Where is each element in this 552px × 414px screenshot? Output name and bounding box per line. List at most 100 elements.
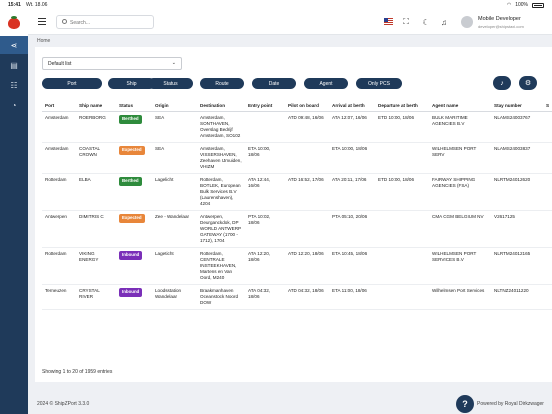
table-row[interactable]: Antwerpen DIMITRIS C Expected Zee - Wandela…: [42, 210, 552, 248]
breadcrumb[interactable]: Home: [37, 38, 51, 44]
cell-ship: COASTAL CROWN: [76, 142, 116, 174]
cell-status: Berthed: [116, 173, 152, 211]
cell-destination: Amsterdam, SONTHAVEN, Overslag Bedrijf A…: [197, 111, 245, 143]
cell-port: Rotterdam: [42, 173, 76, 211]
powered-by: Powered by Royal Dirkzwager: [477, 401, 544, 407]
cell-agent: WILHELMSEN PORT SERVICES B.V: [429, 247, 491, 285]
column-header[interactable]: Stay number: [491, 100, 543, 112]
cell-status: Inbound: [116, 247, 152, 285]
cell-pilot: ATD 04:32, 18/06: [285, 284, 329, 310]
battery-label: 100%: [515, 2, 528, 8]
column-header[interactable]: Entry point: [245, 100, 285, 112]
status-badge: Inbound: [119, 250, 143, 260]
sidebar-item-notifications[interactable]: ◔: [0, 96, 28, 114]
bell-icon: ◔: [11, 100, 17, 110]
ships-table-wrapper[interactable]: Port Ship name Status Origin Destination Entr…: [42, 100, 552, 364]
table-row[interactable]: Amsterdam ROERBORG Berthed SEA Amsterdam, SO…: [42, 111, 552, 143]
logo[interactable]: [0, 10, 28, 36]
filter-status-button[interactable]: Status: [148, 78, 193, 89]
cell-agent: BULK MARITIME AGENCIES B.V: [429, 111, 491, 143]
us-flag-icon[interactable]: [384, 18, 393, 25]
cell-ship: VIKING ENERGY: [76, 247, 116, 285]
status-badge: Expected: [119, 213, 145, 223]
table-row[interactable]: Rotterdam ELBA Berthed Lagelicht Rotterdam, …: [42, 173, 552, 211]
column-header[interactable]: Agent name: [429, 100, 491, 112]
filter-only-pcs-button[interactable]: Only PCS: [356, 78, 402, 89]
column-header[interactable]: Arrival at berth: [329, 100, 375, 112]
main-card: Default list ⌄ Port Ship Status Route Da…: [35, 47, 552, 382]
fullscreen-icon[interactable]: ⛶: [403, 17, 409, 26]
status-right: ◠ 100%: [507, 2, 544, 8]
cell-destination: Antwerpen, Deurganckdok, DP WORLD ANTWER…: [197, 210, 245, 248]
list-select-value: Default list: [48, 61, 72, 67]
settings-button[interactable]: ⚙: [519, 76, 537, 90]
pagination-info: Showing 1 to 20 of 1959 entries: [42, 369, 113, 375]
cell-arrival: ETA 11:00, 18/06: [329, 284, 375, 310]
cell-entry: [245, 111, 285, 143]
cell-arrival: ATA 12:07, 16/06: [329, 111, 375, 143]
column-header[interactable]: S: [543, 100, 552, 112]
cell-ship: DIMITRIS C: [76, 210, 116, 248]
cell-stay: NLRTM24012620: [491, 173, 543, 211]
cell-arrival: ATA 20:11, 17/06: [329, 173, 375, 211]
alert-settings-button[interactable]: ♪: [493, 76, 511, 90]
column-header[interactable]: Destination: [197, 100, 245, 112]
wifi-icon: ◠: [506, 2, 512, 8]
cell-departure: [375, 142, 429, 174]
map-icon: ▤: [10, 60, 18, 70]
table-row[interactable]: Rotterdam VIKING ENERGY Inbound Lageticht Ro…: [42, 247, 552, 285]
column-header[interactable]: Departure at berth: [375, 100, 429, 112]
sidebar-item-ship[interactable]: ⋖: [0, 36, 28, 54]
cell-arrival: ETA 10:00, 18/06: [329, 142, 375, 174]
user-name[interactable]: Mobile Developer: [478, 16, 521, 22]
status-badge: Berthed: [119, 176, 142, 186]
column-header[interactable]: Status: [116, 100, 152, 112]
cell-origin: Zee - Wandelaar: [152, 210, 197, 248]
cell-entry: ATA 12:44, 16/06: [245, 173, 285, 211]
moon-icon[interactable]: ☾: [422, 17, 430, 27]
sidebar-item-map[interactable]: ▤: [0, 56, 28, 74]
battery-icon: [532, 2, 544, 8]
column-header[interactable]: Pilot on board: [285, 100, 329, 112]
avatar[interactable]: [461, 16, 473, 28]
status-time: 15:41: [8, 2, 21, 8]
cell-arrival: PTA 05:10, 20/06: [329, 210, 375, 248]
cell-departure: [375, 284, 429, 310]
table-row[interactable]: Amsterdam COASTAL CROWN Expected SEA Amsterd…: [42, 142, 552, 174]
filter-ship-button[interactable]: Ship: [108, 78, 155, 89]
cell-pilot: ATD 12:20, 18/06: [285, 247, 329, 285]
search-icon: [62, 19, 67, 24]
cell-departure: [375, 210, 429, 248]
column-header[interactable]: Ship name: [76, 100, 116, 112]
cell-origin: Loodsstation Wandelaar: [152, 284, 197, 310]
cell-origin: SEA: [152, 142, 197, 174]
filter-date-button[interactable]: Date: [252, 78, 296, 89]
column-header[interactable]: Origin: [152, 100, 197, 112]
cell-status: Inbound: [116, 284, 152, 310]
status-badge: Expected: [119, 145, 145, 155]
table-row[interactable]: Terneuzen CRYSTAL RIVER Inbound Loodsstatio…: [42, 284, 552, 310]
tomato-logo-icon: [8, 15, 20, 29]
cell-port: Antwerpen: [42, 210, 76, 248]
top-bar: ⛶ ☾ ♫ Mobile Developer developer@shipsta…: [28, 10, 552, 35]
menu-icon[interactable]: [38, 18, 46, 25]
cell-departure: [375, 247, 429, 285]
search-box[interactable]: [56, 15, 154, 29]
filter-agent-button[interactable]: Agent: [304, 78, 348, 89]
user-email: developer@shipstaxi.com: [478, 24, 524, 29]
sidebar-item-users[interactable]: ☷: [0, 76, 28, 94]
cell-entry: ATA 12:20, 18/06: [245, 247, 285, 285]
cell-overflow: [543, 210, 552, 248]
list-select[interactable]: Default list ⌄: [42, 57, 182, 70]
cell-overflow: [543, 284, 552, 310]
filter-port-button[interactable]: Port: [42, 78, 102, 89]
filter-route-button[interactable]: Route: [200, 78, 244, 89]
search-input[interactable]: [70, 18, 150, 27]
table-header-row: Port Ship name Status Origin Destination Entr…: [42, 100, 552, 112]
cell-status: Expected: [116, 210, 152, 248]
help-button[interactable]: ?: [456, 395, 474, 413]
status-badge: Berthed: [119, 114, 142, 124]
notification-bell-icon[interactable]: ♫: [441, 17, 447, 27]
cell-pilot: ATD 16:52, 17/06: [285, 173, 329, 211]
column-header[interactable]: Port: [42, 100, 76, 112]
